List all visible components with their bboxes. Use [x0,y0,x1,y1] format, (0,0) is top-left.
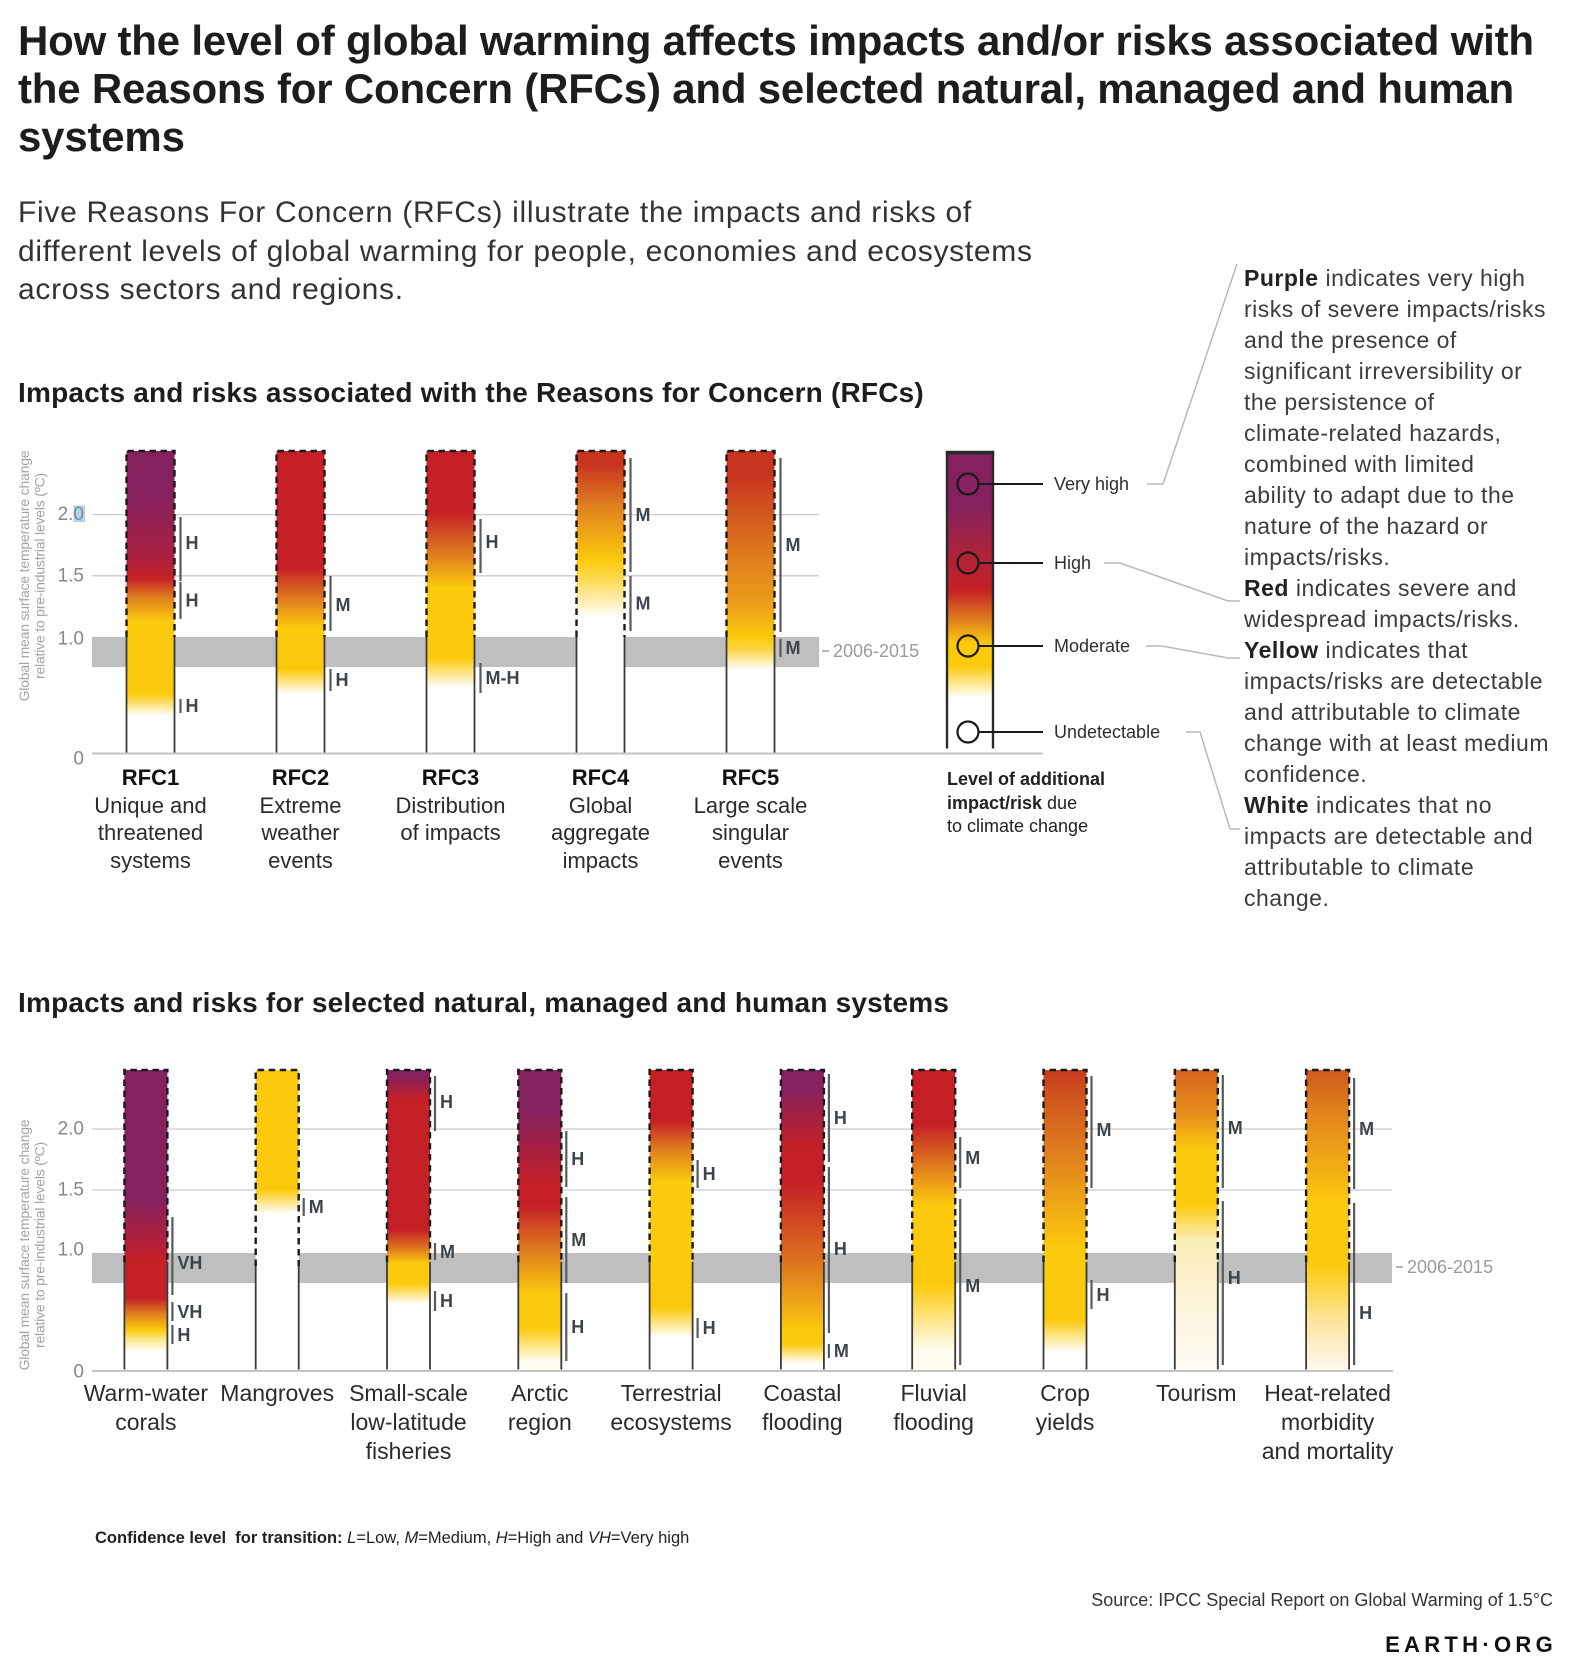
svg-text:1.0: 1.0 [58,1240,84,1261]
svg-text:M: M [636,505,651,525]
svg-text:High: High [1054,553,1091,573]
svg-text:2006-2015: 2006-2015 [833,641,919,661]
svg-text:H: H [440,1092,453,1112]
svg-text:0: 0 [73,1362,84,1383]
svg-text:H: H [177,1325,190,1345]
svg-text:2.0: 2.0 [58,504,84,525]
svg-text:Undetectable: Undetectable [1054,722,1160,742]
svg-text:H: H [834,1108,847,1128]
svg-text:H: H [571,1149,584,1169]
svg-text:0: 0 [73,749,84,770]
svg-text:H: H [186,696,199,716]
svg-text:M: M [1359,1119,1374,1139]
svg-text:M: M [336,595,351,615]
svg-text:M: M [636,594,651,614]
svg-text:Global mean surface temperatur: Global mean surface temperature change [16,450,32,701]
svg-text:M: M [965,1276,980,1296]
svg-text:M: M [1097,1120,1112,1140]
svg-text:H: H [186,591,199,611]
svg-text:Very high: Very high [1054,474,1129,494]
svg-text:2006-2015: 2006-2015 [1407,1257,1493,1277]
svg-text:M: M [786,535,801,555]
svg-text:2.0: 2.0 [58,1119,84,1140]
svg-text:H: H [336,670,349,690]
svg-text:H: H [571,1317,584,1337]
svg-text:H: H [1097,1285,1110,1305]
svg-text:M: M [834,1341,849,1361]
svg-text:M: M [440,1242,455,1262]
svg-text:1.5: 1.5 [58,1180,84,1201]
svg-text:H: H [834,1239,847,1259]
svg-text:H: H [486,532,499,552]
svg-text:H: H [186,533,199,553]
svg-text:Global mean surface temperatur: Global mean surface temperature change [16,1119,32,1370]
svg-text:VH: VH [177,1253,202,1273]
svg-text:M-H: M-H [486,668,520,688]
svg-text:M: M [786,638,801,658]
svg-text:H: H [703,1164,716,1184]
svg-text:VH: VH [177,1302,202,1322]
svg-text:relative to pre-industrial lev: relative to pre-industrial levels (ºC) [32,1142,48,1348]
svg-text:H: H [440,1291,453,1311]
svg-text:M: M [1228,1118,1243,1138]
svg-text:M: M [571,1230,586,1250]
svg-text:1.5: 1.5 [58,565,84,586]
svg-text:Moderate: Moderate [1054,636,1130,656]
svg-text:H: H [1359,1303,1372,1323]
svg-text:1.0: 1.0 [58,629,84,650]
svg-text:M: M [965,1148,980,1168]
svg-text:relative to pre-industrial lev: relative to pre-industrial levels (ºC) [32,473,48,679]
svg-text:M: M [309,1197,324,1217]
svg-text:H: H [703,1318,716,1338]
svg-text:H: H [1228,1268,1241,1288]
